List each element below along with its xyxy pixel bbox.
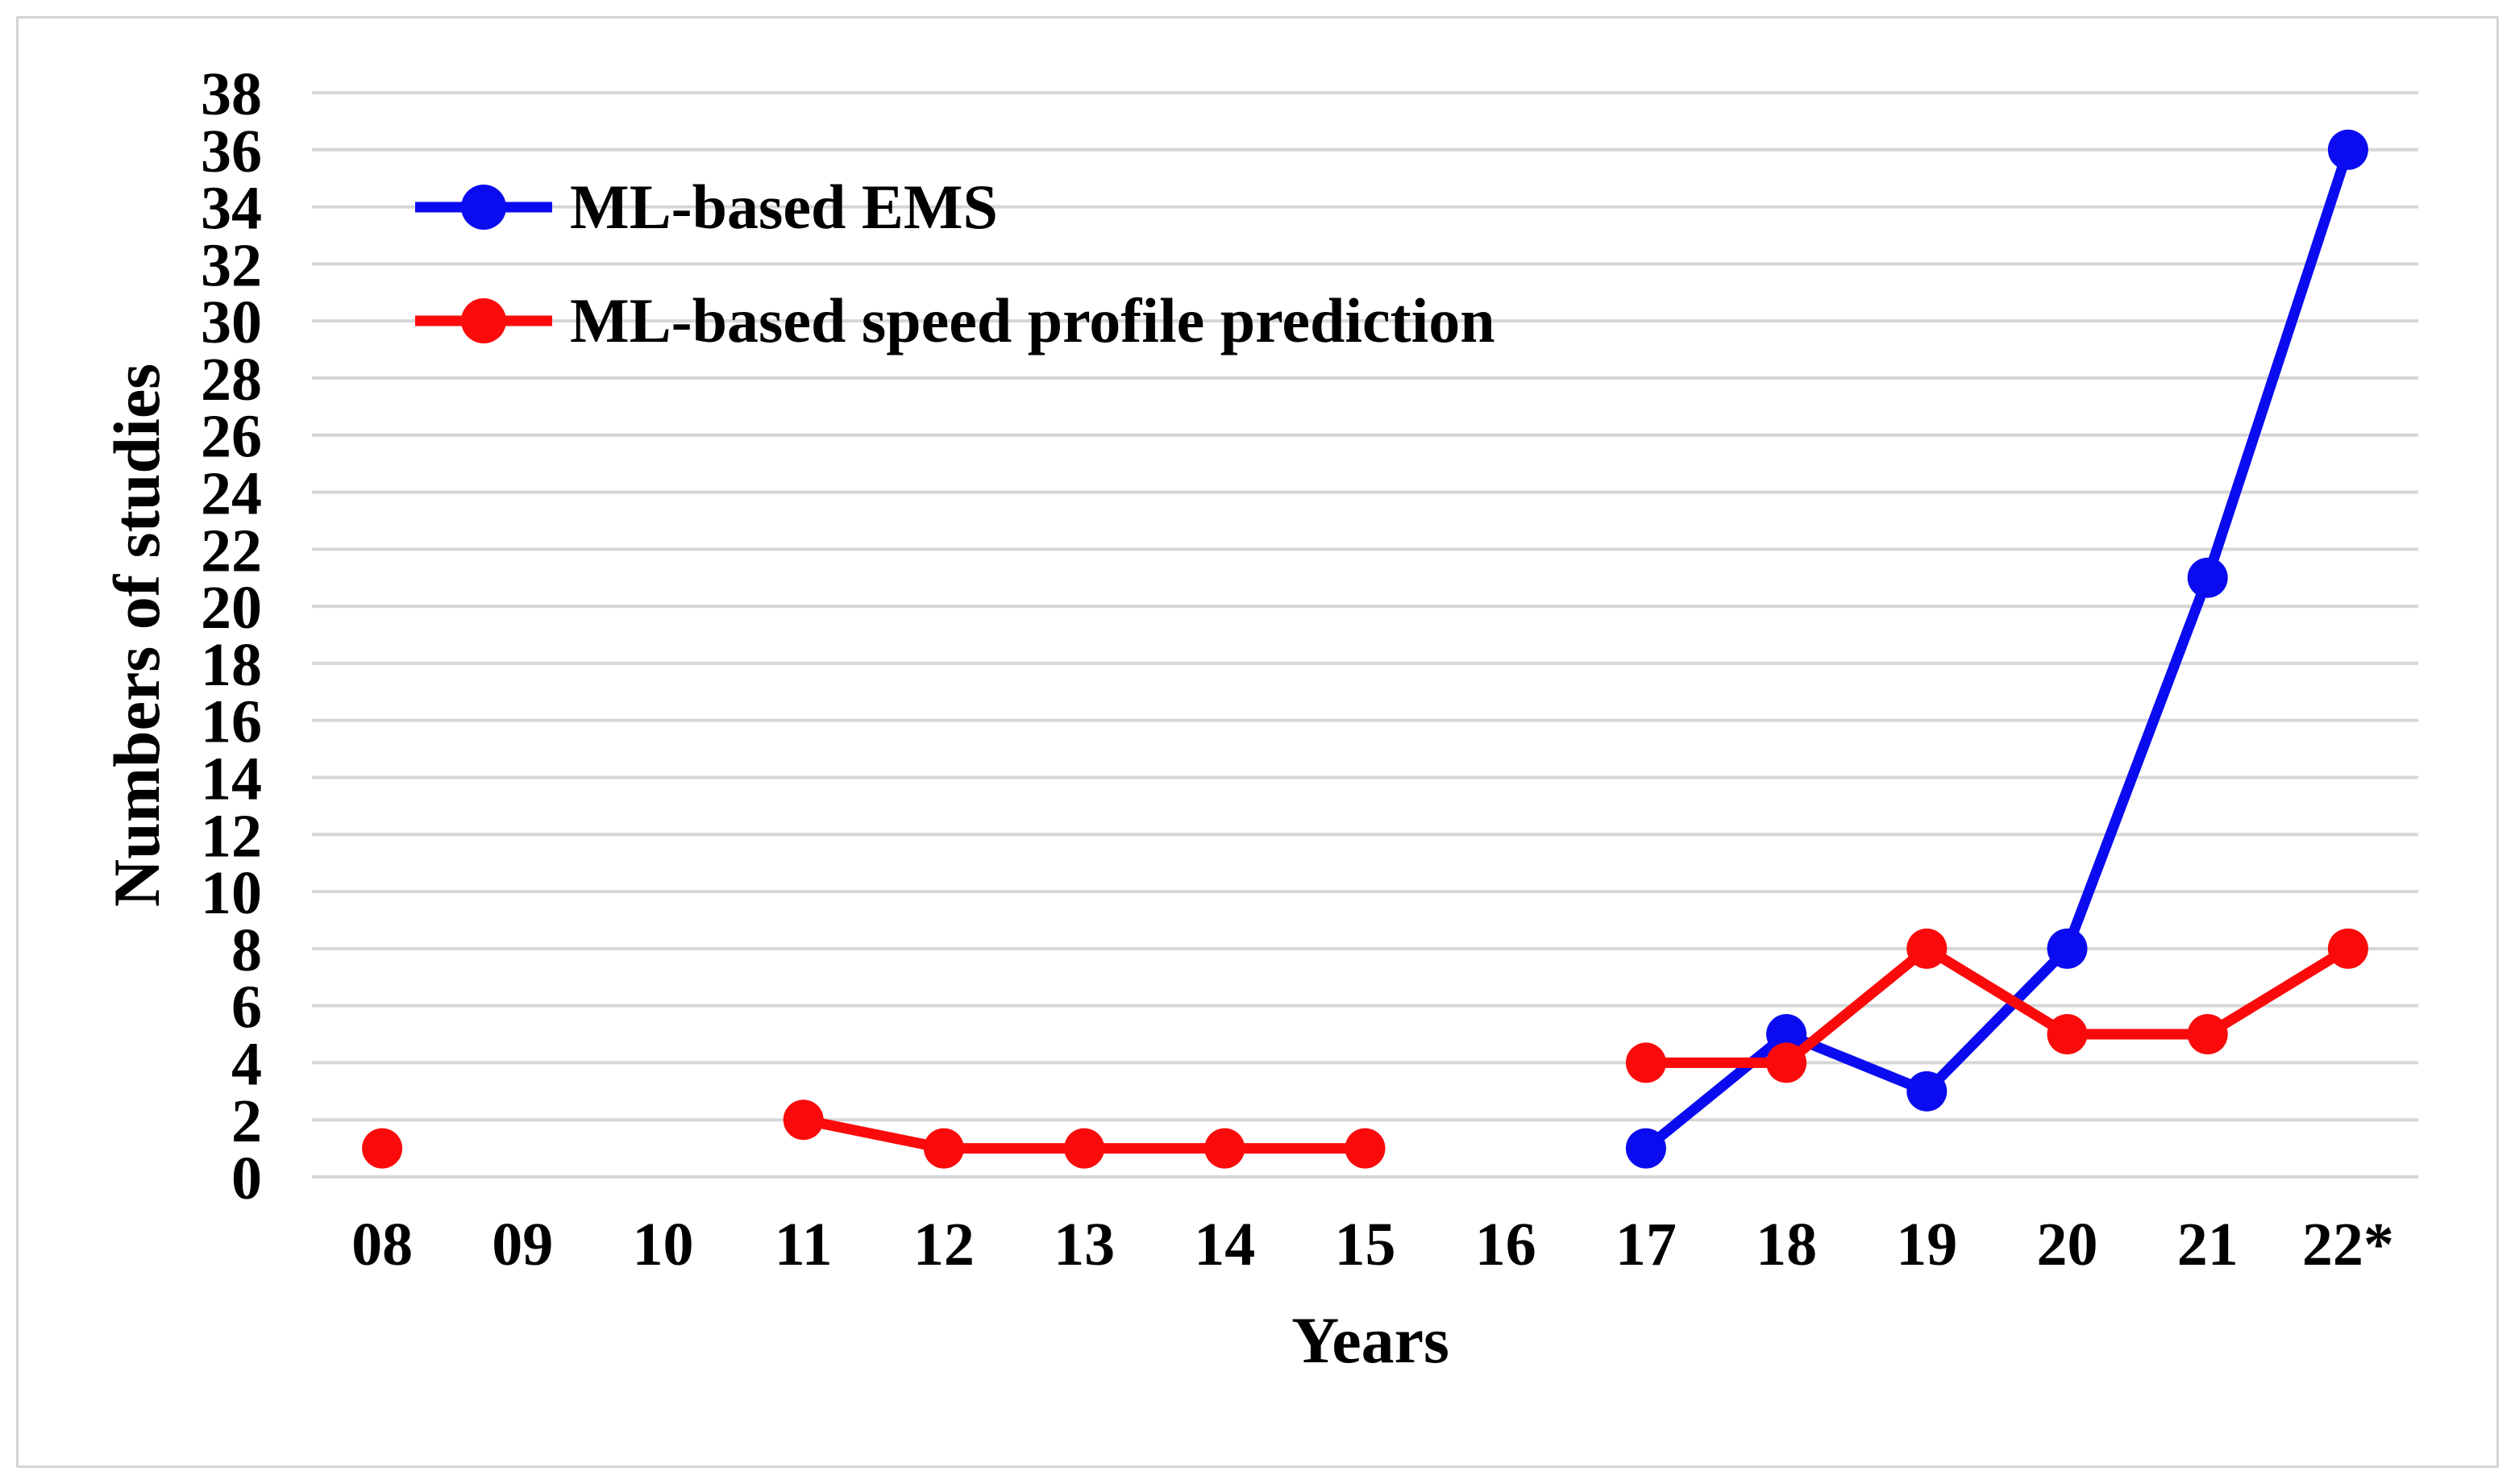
y-tick-label-4: 4 xyxy=(231,1030,262,1098)
y-tick-label-16: 16 xyxy=(201,688,262,756)
series-line-ml-based-ems xyxy=(1640,144,2354,1154)
y-tick-label-26: 26 xyxy=(201,403,262,471)
data-point-ml-based-speed-profile-prediction-17 xyxy=(1625,1042,1666,1083)
data-point-ml-based-speed-profile-prediction-13 xyxy=(1064,1128,1105,1169)
legend-swatch-line-marker-icon xyxy=(415,298,552,343)
x-tick-label-17: 17 xyxy=(1615,1211,1677,1278)
data-point-ml-based-speed-profile-prediction-19 xyxy=(1906,928,1948,969)
y-tick-label-14: 14 xyxy=(201,745,262,813)
data-point-ml-based-speed-profile-prediction-18 xyxy=(1766,1042,1807,1083)
y-tick-label-0: 0 xyxy=(231,1145,262,1212)
y-tick-label-12: 12 xyxy=(201,802,262,870)
x-tick-label-18: 18 xyxy=(1756,1211,1817,1278)
data-point-ml-based-speed-profile-prediction-15 xyxy=(1345,1128,1386,1169)
x-tick-label-10: 10 xyxy=(633,1211,694,1278)
y-tick-label-6: 6 xyxy=(231,974,262,1041)
x-axis-title: Years xyxy=(1291,1303,1449,1377)
y-tick-label-24: 24 xyxy=(201,460,262,528)
y-tick-label-34: 34 xyxy=(201,175,262,243)
legend-item-ml-based-speed-profile-prediction: ML-based speed profile prediction xyxy=(415,289,1495,352)
x-tick-label-09: 09 xyxy=(492,1211,553,1278)
y-tick-label-38: 38 xyxy=(201,60,262,128)
y-tick-label-2: 2 xyxy=(231,1087,262,1155)
y-tick-label-28: 28 xyxy=(201,346,262,414)
data-point-ml-based-ems-22 xyxy=(2327,129,2368,170)
y-tick-label-32: 32 xyxy=(201,231,262,299)
y-tick-label-20: 20 xyxy=(201,574,262,642)
legend-label: ML-based EMS xyxy=(570,172,998,242)
data-point-ml-based-speed-profile-prediction-20 xyxy=(2047,1014,2088,1055)
x-tick-label-22: 22* xyxy=(2302,1211,2394,1278)
y-tick-label-10: 10 xyxy=(201,859,262,927)
x-tick-label-15: 15 xyxy=(1335,1211,1396,1278)
x-tick-label-12: 12 xyxy=(913,1211,975,1278)
y-tick-label-36: 36 xyxy=(201,118,262,185)
y-tick-label-8: 8 xyxy=(231,917,262,984)
data-point-ml-based-ems-21 xyxy=(2187,557,2228,598)
y-tick-label-22: 22 xyxy=(201,517,262,584)
data-point-ml-based-speed-profile-prediction-08 xyxy=(362,1128,403,1169)
x-tick-label-08: 08 xyxy=(351,1211,413,1278)
data-point-ml-based-speed-profile-prediction-14 xyxy=(1204,1128,1245,1169)
data-point-ml-based-speed-profile-prediction-12 xyxy=(923,1128,964,1169)
x-tick-label-14: 14 xyxy=(1194,1211,1255,1278)
data-point-ml-based-ems-20 xyxy=(2047,928,2088,969)
x-tick-label-21: 21 xyxy=(2177,1211,2239,1278)
y-axis-title: Numbers of studies xyxy=(100,363,173,908)
legend-label: ML-based speed profile prediction xyxy=(570,285,1495,355)
legend-item-ml-based-ems: ML-based EMS xyxy=(415,176,998,239)
x-tick-label-11: 11 xyxy=(775,1211,833,1278)
x-tick-label-19: 19 xyxy=(1896,1211,1957,1278)
x-tick-label-20: 20 xyxy=(2037,1211,2098,1278)
data-point-ml-based-ems-19 xyxy=(1906,1070,1948,1112)
series-line-ml-based-speed-profile-prediction xyxy=(1640,943,2354,1068)
x-tick-label-13: 13 xyxy=(1054,1211,1115,1278)
y-tick-label-18: 18 xyxy=(201,631,262,699)
data-point-ml-based-speed-profile-prediction-22 xyxy=(2327,928,2368,969)
data-point-ml-based-speed-profile-prediction-21 xyxy=(2187,1014,2228,1055)
data-point-ml-based-ems-17 xyxy=(1625,1128,1666,1169)
data-point-ml-based-speed-profile-prediction-11 xyxy=(783,1099,824,1141)
legend-swatch-line-marker-icon xyxy=(415,185,552,230)
x-tick-label-16: 16 xyxy=(1475,1211,1536,1278)
y-tick-label-30: 30 xyxy=(201,289,262,356)
data-point-ml-based-ems-18 xyxy=(1766,1014,1807,1055)
